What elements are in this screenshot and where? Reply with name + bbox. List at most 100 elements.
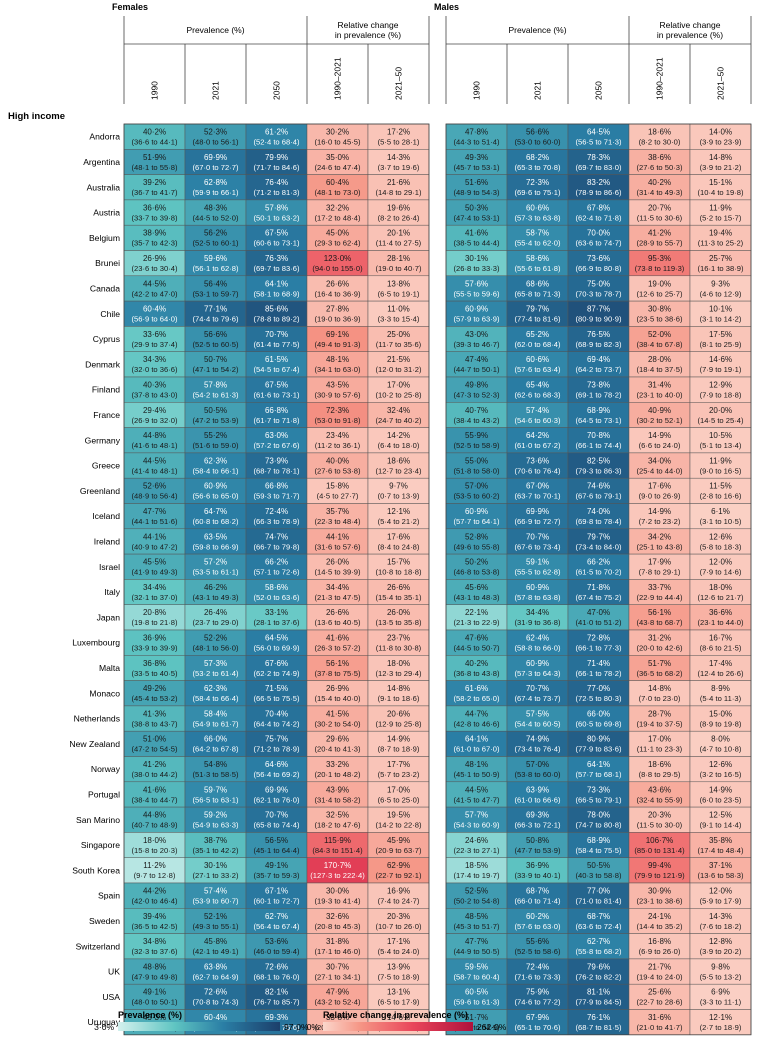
heatmap-cell (567, 224, 630, 251)
cell-value: 66·8% (265, 406, 288, 415)
cell-interval: (13·6 to 58·3) (697, 871, 743, 880)
heatmap-cell (506, 705, 569, 732)
cell-interval: (43·1 to 49·3) (192, 593, 238, 602)
cell-interval: (8·6 to 21·5) (700, 644, 742, 653)
legend-change-bar (323, 1022, 473, 1031)
cell-value: 15·1% (709, 178, 732, 187)
cell-interval: (31·6 to 57·6) (314, 542, 360, 551)
heatmap-cell (567, 579, 630, 605)
cell-value: 9·3% (711, 279, 730, 288)
cell-value: 51·7% (465, 1013, 488, 1022)
cell-value: 59·5% (465, 962, 488, 971)
cell-value: 41·3% (143, 709, 166, 718)
cell-interval: (32·3 to 37·6) (131, 947, 177, 956)
cell-value: 66·2% (265, 558, 288, 567)
heatmap-cell (367, 655, 430, 681)
cell-value: 19·6% (387, 203, 410, 212)
cell-value: 20·3% (648, 811, 671, 820)
heatmap-cell (628, 908, 691, 934)
cell-value: 41·6% (143, 785, 166, 794)
cell-value: 51·9% (143, 153, 166, 162)
heatmap-cell (567, 983, 630, 1010)
heatmap-cell (245, 857, 308, 884)
cell-value: 68·7% (587, 912, 610, 921)
cell-interval: (56·4 to 69·2) (253, 770, 299, 779)
heatmap-cell (689, 958, 752, 985)
cell-value: 41·2% (648, 229, 671, 238)
heatmap-cell (567, 553, 630, 580)
cell-value: 31·8% (326, 937, 349, 946)
cell-value: 49·1% (265, 861, 288, 870)
cell-interval: (31·4 to 58·2) (314, 795, 360, 804)
cell-interval: (4·7 to 10·8) (700, 745, 742, 754)
heatmap-cell (367, 908, 430, 934)
cell-value: 62·9% (387, 861, 410, 870)
heatmap-cell (506, 123, 569, 150)
cell-value: 64·2% (526, 431, 549, 440)
column-header: 2021 (533, 81, 543, 100)
heatmap-cell (689, 477, 752, 504)
cell-interval: (15·8 to 20·3) (131, 846, 177, 855)
heatmap-cell (506, 882, 569, 909)
column-header: 2021–50 (716, 67, 726, 100)
heatmap-cell (506, 655, 569, 681)
cell-interval: (69·6 to 75·1) (514, 188, 560, 197)
heatmap-cell (628, 579, 691, 605)
heatmap-cell (689, 857, 752, 884)
heatmap-cell (506, 1009, 569, 1036)
heatmap-cell (506, 629, 569, 656)
cell-value: 32·4% (387, 406, 410, 415)
cell-value: 17·1% (387, 937, 410, 946)
cell-value: 60·6% (526, 355, 549, 364)
heatmap-cell (689, 933, 752, 960)
cell-interval: (30·2 to 54·0) (314, 719, 360, 728)
cell-interval: (59·8 to 66·9) (192, 542, 238, 551)
cell-interval: (3·2 to 16·5) (700, 770, 742, 779)
heatmap-cell (306, 655, 369, 681)
heatmap-cell (628, 933, 691, 960)
cell-value: 43·9% (326, 785, 349, 794)
cell-interval: (45·7 to 53·1) (453, 163, 499, 172)
cell-interval: (43·1 to 48·3) (453, 593, 499, 602)
cell-interval: (40·9 to 47·2) (131, 542, 177, 551)
cell-value: 50·7% (204, 355, 227, 364)
cell-interval: (43·8 to 68·7) (636, 618, 682, 627)
cell-value: 30·7% (326, 962, 349, 971)
cell-interval: (58·1 to 68·9) (253, 289, 299, 298)
cell-value: 65·4% (526, 381, 549, 390)
column-header: 1990 (472, 81, 482, 100)
cell-interval: (44·5 to 50·7) (453, 644, 499, 653)
cell-interval: (69·1 to 78·2) (575, 391, 621, 400)
cell-interval: (17·2 to 48·4) (314, 213, 360, 222)
row-label: Germany (85, 435, 121, 445)
cell-interval: (24·6 to 47·4) (314, 163, 360, 172)
cell-value: 17·7% (387, 760, 410, 769)
cell-value: 47·8% (465, 128, 488, 137)
heatmap-cell (506, 604, 569, 631)
cell-value: 40·2% (465, 659, 488, 668)
cell-value: 66·0% (587, 709, 610, 718)
cell-interval: (62·1 to 76·0) (253, 795, 299, 804)
cell-value: 78·0% (587, 811, 610, 820)
cell-interval: (64·2 to 67·8) (192, 745, 238, 754)
heatmap-cell (567, 250, 630, 277)
cell-value: 14·3% (387, 153, 410, 162)
cell-interval: (66·0 to 71·4) (514, 897, 560, 906)
heatmap-cell (367, 958, 430, 985)
heatmap-cell (506, 427, 569, 454)
row-label: Japan (97, 612, 121, 622)
cell-value: 26·6% (326, 279, 349, 288)
cell-value: 47·7% (465, 937, 488, 946)
cell-value: 73·6% (587, 254, 610, 263)
cell-value: 95·3% (648, 254, 671, 263)
cell-interval: (47·4 to 53·1) (453, 213, 499, 222)
cell-value: 74·9% (526, 735, 549, 744)
cell-interval: (54·9 to 63·3) (192, 821, 238, 830)
cell-value: 71·4% (587, 659, 610, 668)
heatmap-cell (184, 149, 247, 175)
cell-interval: (7·6 to 18·2) (700, 922, 742, 931)
heatmap-cell (689, 427, 752, 454)
cell-interval: (40·3 to 58·8) (575, 871, 621, 880)
cell-interval: (62·2 to 74·9) (253, 669, 299, 678)
heatmap-cell (689, 629, 752, 656)
